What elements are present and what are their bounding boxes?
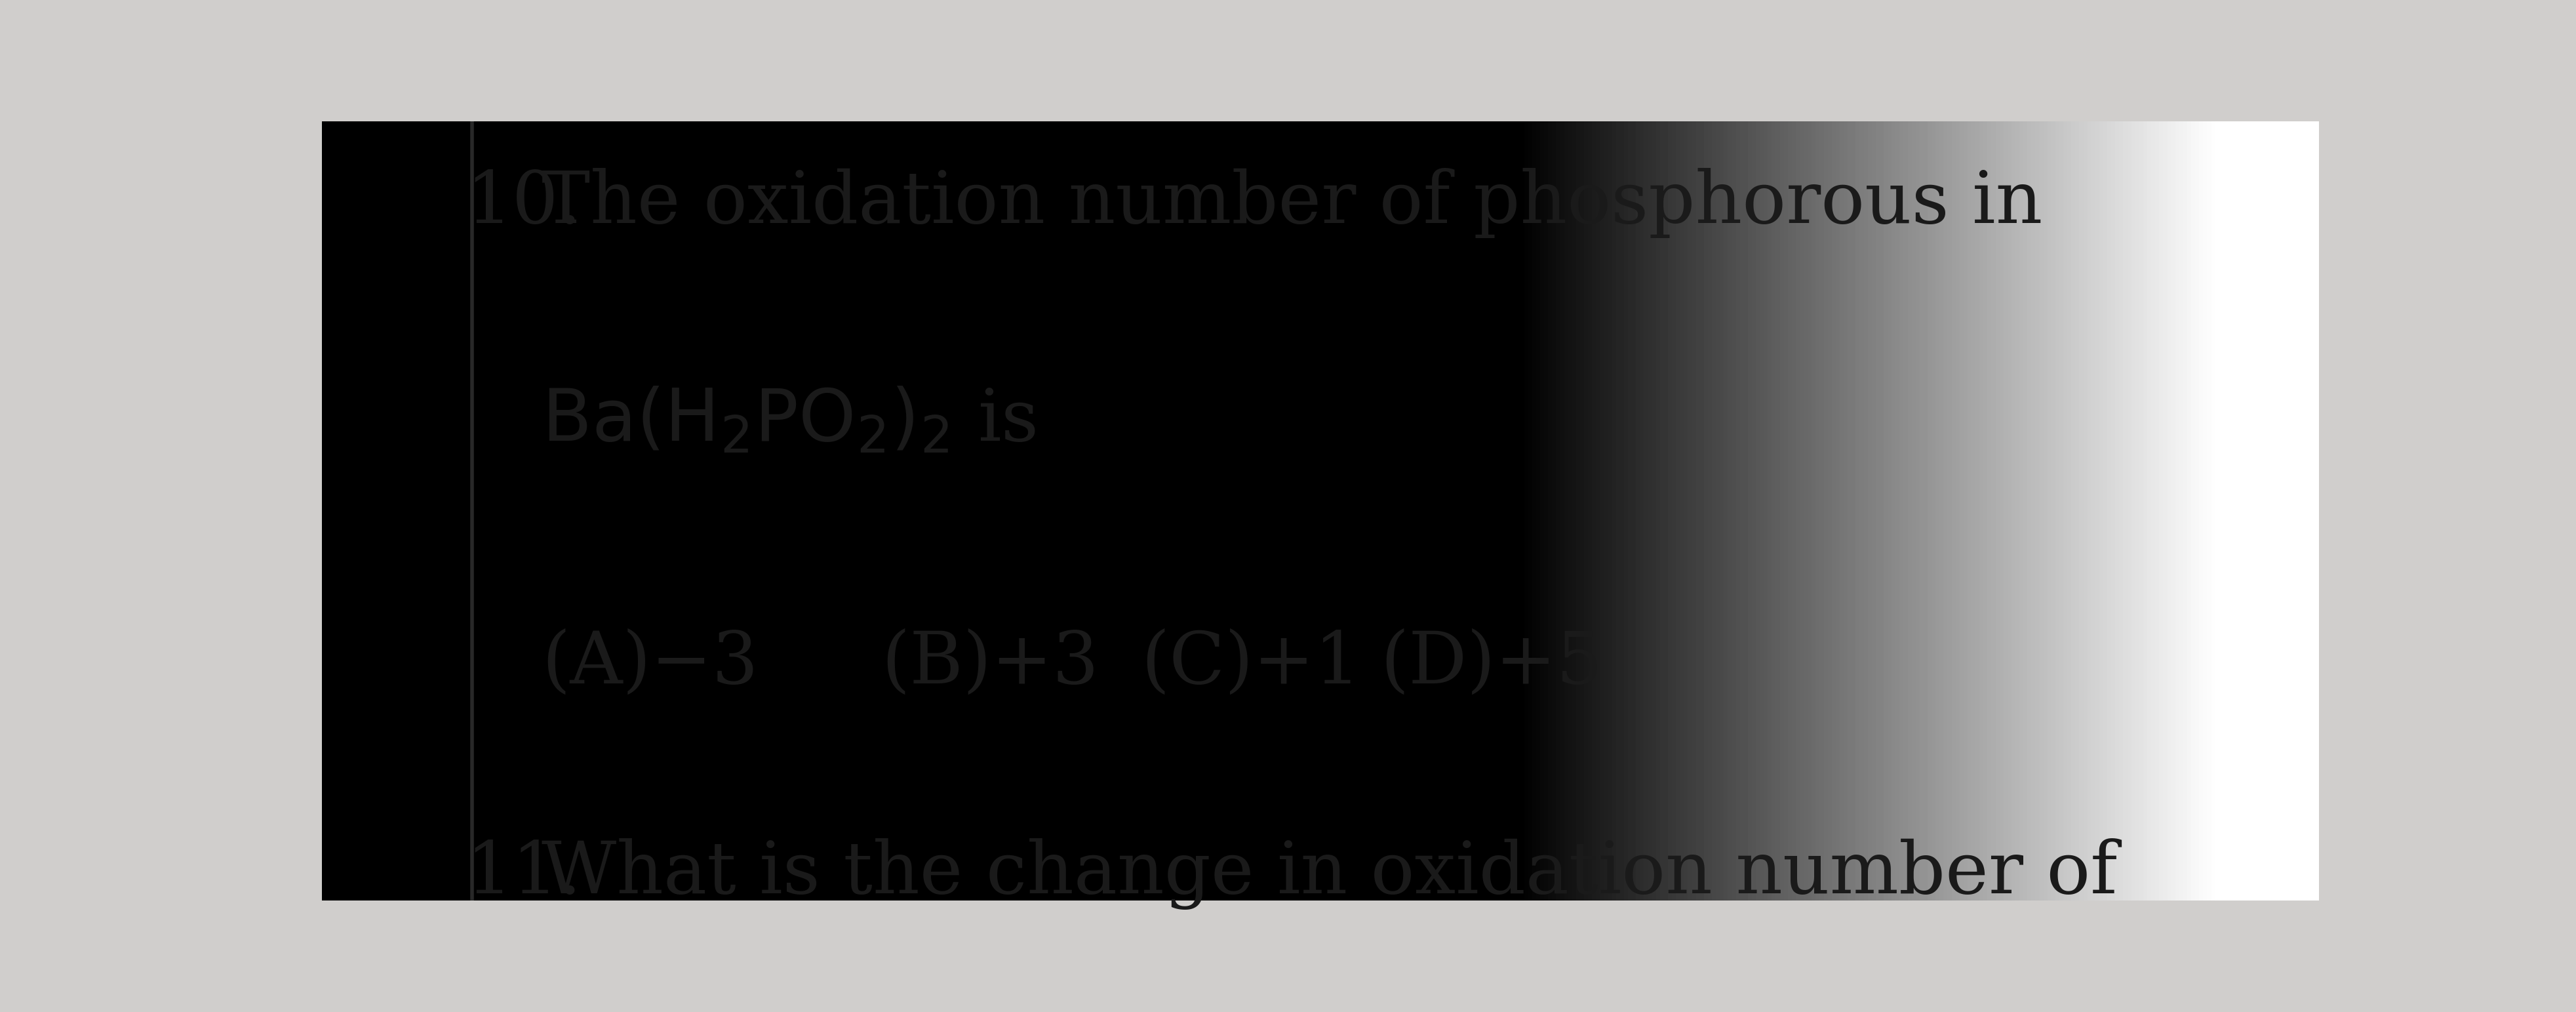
Text: 10.: 10. (466, 168, 582, 239)
Text: $\mathrm{Ba(H_2PO_2)_2}$ is: $\mathrm{Ba(H_2PO_2)_2}$ is (541, 387, 1036, 456)
Text: 11.: 11. (466, 838, 582, 909)
Text: (C)+1: (C)+1 (1141, 627, 1360, 698)
Text: What is the change in oxidation number of: What is the change in oxidation number o… (541, 838, 2117, 910)
Text: (D)+5: (D)+5 (1381, 627, 1602, 698)
Text: The oxidation number of phosphorous in: The oxidation number of phosphorous in (541, 168, 2043, 239)
Text: (A)−3: (A)−3 (541, 627, 757, 698)
Text: (B)+3: (B)+3 (881, 627, 1097, 698)
